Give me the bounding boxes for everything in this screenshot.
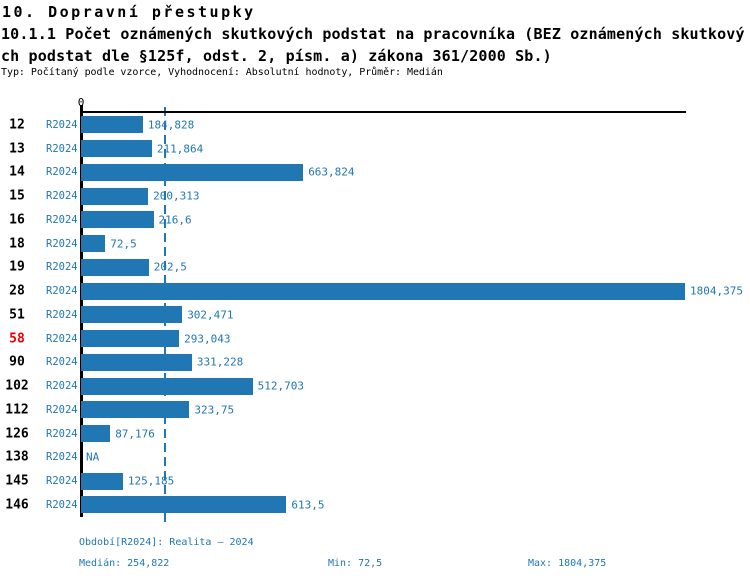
category-label: 16 xyxy=(9,212,25,228)
value-label: 125,185 xyxy=(127,474,175,488)
footer-min-stat: Min: 72,5 xyxy=(328,558,383,569)
value-label: 211,864 xyxy=(156,142,204,156)
category-label: 146 xyxy=(5,497,29,513)
chart-row: 13 R2024 211,864 xyxy=(0,137,750,161)
category-label: 58 xyxy=(9,331,25,347)
value-label: 293,043 xyxy=(184,332,231,346)
chart-row: 19 R2024 202,5 xyxy=(0,256,750,280)
series-label: R2024 xyxy=(46,380,78,393)
series-label: R2024 xyxy=(46,118,78,131)
series-label: R2024 xyxy=(46,332,78,345)
category-label: 112 xyxy=(5,402,29,418)
chart-row: 58 R2024 293,043 xyxy=(0,327,750,351)
value-label: NA xyxy=(86,450,100,464)
value-label: 302,471 xyxy=(187,308,234,322)
value-label: 1804,375 xyxy=(690,284,743,298)
chart-row: 15 R2024 200,313 xyxy=(0,184,750,208)
bar xyxy=(81,377,253,395)
bar xyxy=(81,496,287,514)
chart-row: 138 R2024 NA xyxy=(0,446,750,470)
series-label: R2024 xyxy=(46,308,78,321)
footer-median-stat: Medián: 254,822 xyxy=(79,558,170,569)
value-label: 72,5 xyxy=(110,237,137,251)
series-label: R2024 xyxy=(46,213,78,226)
series-label: R2024 xyxy=(46,498,78,511)
series-label: R2024 xyxy=(46,403,78,416)
bar xyxy=(81,187,149,205)
category-label: 14 xyxy=(9,164,25,180)
series-label: R2024 xyxy=(46,190,78,203)
chart-row: 145 R2024 125,185 xyxy=(0,469,750,493)
category-label: 28 xyxy=(9,283,25,299)
series-label: R2024 xyxy=(46,261,78,274)
category-label: 13 xyxy=(9,141,25,157)
category-label: 12 xyxy=(9,117,25,133)
value-label: 331,228 xyxy=(196,355,244,369)
chart-title: 10. Dopravní přestupky xyxy=(2,3,256,21)
chart-row: 51 R2024 302,471 xyxy=(0,303,750,327)
bar xyxy=(81,401,190,419)
chart-row: 18 R2024 72,5 xyxy=(0,232,750,256)
footer-period-label: Období[R2024]: Realita – 2024 xyxy=(79,537,254,548)
chart-row: 112 R2024 323,75 xyxy=(0,398,750,422)
footer-max-stat: Max: 1804,375 xyxy=(528,558,607,569)
bar xyxy=(81,140,152,158)
bar xyxy=(81,330,180,348)
bar xyxy=(81,472,123,490)
category-label: 19 xyxy=(9,259,25,275)
series-label: R2024 xyxy=(46,166,78,179)
value-label: 184,828 xyxy=(147,118,195,132)
bar xyxy=(81,163,304,181)
chart-row: 16 R2024 216,6 xyxy=(0,208,750,232)
value-label: 323,75 xyxy=(194,403,235,417)
chart-meta-info: Typ: Počítaný podle vzorce, Vyhodnocení:… xyxy=(1,67,443,78)
category-label: 138 xyxy=(5,449,29,465)
value-label: 216,6 xyxy=(158,213,192,227)
category-label: 102 xyxy=(5,378,29,394)
bar xyxy=(81,306,183,324)
value-label: 202,5 xyxy=(153,260,187,274)
series-label: R2024 xyxy=(46,142,78,155)
x-axis-zero-tick-label: 0 xyxy=(77,96,85,109)
bar xyxy=(81,353,192,371)
chart-row: 12 R2024 184,828 xyxy=(0,113,750,137)
category-label: 15 xyxy=(9,188,25,204)
chart-subtitle-line-1: 10.1.1 Počet oznámených skutkových podst… xyxy=(1,25,745,43)
series-label: R2024 xyxy=(46,356,78,369)
category-label: 90 xyxy=(9,354,25,370)
value-label: 87,176 xyxy=(115,427,155,441)
category-label: 51 xyxy=(9,307,25,323)
x-axis-line xyxy=(80,111,686,113)
bar xyxy=(81,235,106,253)
bar xyxy=(81,425,111,443)
chart-subtitle-line-2: ch podstat dle §125f, odst. 2, písm. a) … xyxy=(1,47,552,65)
bar xyxy=(81,211,154,229)
category-label: 145 xyxy=(5,473,29,489)
value-label: 613,5 xyxy=(291,498,325,512)
category-label: 126 xyxy=(5,426,29,442)
chart-row: 146 R2024 613,5 xyxy=(0,493,750,517)
value-label: 200,313 xyxy=(153,189,200,203)
bar xyxy=(81,282,685,300)
bar xyxy=(81,258,149,276)
series-label: R2024 xyxy=(46,475,78,488)
series-label: R2024 xyxy=(46,451,78,464)
category-label: 18 xyxy=(9,236,25,252)
chart-row: 14 R2024 663,824 xyxy=(0,161,750,185)
chart-row: 90 R2024 331,228 xyxy=(0,351,750,375)
series-label: R2024 xyxy=(46,427,78,440)
value-label: 663,824 xyxy=(308,165,355,179)
bar xyxy=(81,116,143,134)
series-label: R2024 xyxy=(46,237,78,250)
chart-row: 126 R2024 87,176 xyxy=(0,422,750,446)
chart-row: 28 R2024 1804,375 xyxy=(0,279,750,303)
chart-row: 102 R2024 512,703 xyxy=(0,374,750,398)
value-label: 512,703 xyxy=(257,379,304,393)
series-label: R2024 xyxy=(46,285,78,298)
